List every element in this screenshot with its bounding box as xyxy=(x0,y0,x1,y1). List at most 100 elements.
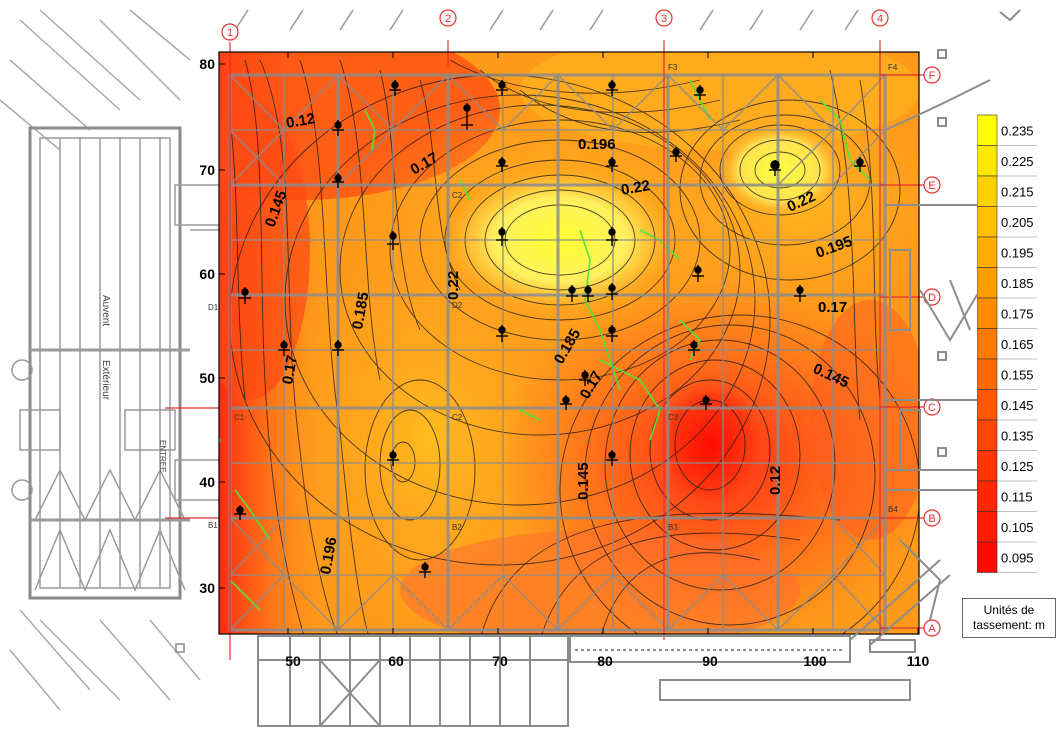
contour-label: 0.196 xyxy=(578,136,616,153)
point xyxy=(496,80,508,96)
point xyxy=(606,325,618,342)
grid-axis-a-label: A xyxy=(928,623,936,635)
cell-label: B2 xyxy=(452,523,462,532)
legend-swatch xyxy=(976,267,998,299)
point xyxy=(606,227,618,246)
building-text-entree: ENTREE xyxy=(158,440,167,472)
grid-axis-b-label: B xyxy=(928,513,935,525)
grid-axes-top-labels: 1 2 3 4 xyxy=(227,13,883,39)
legend-value-label: 0.145 xyxy=(1001,398,1034,413)
cell-labels: C2 D2 C2 B2 B3 C3 D1 C1 B1 F3 F4 B4 xyxy=(208,63,898,532)
legend-swatch xyxy=(976,450,998,482)
point xyxy=(854,157,866,172)
x-tick-100: 100 xyxy=(803,653,827,669)
red-axis-lines xyxy=(165,40,930,660)
legend-swatch xyxy=(976,297,998,329)
x-tick-80: 80 xyxy=(597,653,613,669)
x-tick-50: 50 xyxy=(285,653,301,669)
point xyxy=(688,340,700,356)
contour-label: 0.17 xyxy=(818,299,847,316)
legend-scale: 0.235 0.225 0.215 0.205 0.195 0.185 0.175 0.165… xyxy=(976,114,1037,573)
marker-box xyxy=(175,643,185,653)
legend-value-label: 0.185 xyxy=(1001,276,1034,291)
grid-axis-3-label: 3 xyxy=(661,13,667,25)
contour-label: 0.12 xyxy=(285,110,317,132)
grid-axis-d-label: D xyxy=(928,292,936,304)
y-tick-40: 40 xyxy=(199,474,215,490)
grid-axes-right-labels: F E D C B A xyxy=(928,70,936,635)
cell-label: B4 xyxy=(888,505,898,514)
x-tick-labels: 50 60 70 80 90 100 110 xyxy=(285,653,929,669)
point xyxy=(566,285,578,302)
cell-label: F4 xyxy=(888,63,898,72)
legend-swatch xyxy=(976,236,998,268)
legend-units-line2: tassement: m xyxy=(972,618,1046,632)
left-building xyxy=(0,9,221,711)
point xyxy=(332,173,344,188)
contour-label: 0.17 xyxy=(279,354,301,386)
y-tick-50: 50 xyxy=(199,370,215,386)
point xyxy=(579,370,591,386)
legend-value-label: 0.115 xyxy=(1001,489,1033,504)
point xyxy=(606,283,618,300)
legend-value-label: 0.205 xyxy=(1001,215,1034,230)
point xyxy=(582,285,594,302)
grid-axis-c-label: C xyxy=(928,402,936,414)
legend-value-label: 0.135 xyxy=(1001,428,1034,443)
contour-label: 0.22 xyxy=(620,177,652,199)
legend-swatch xyxy=(976,389,998,421)
cell-label: D1 xyxy=(208,303,219,312)
legend-value-label: 0.195 xyxy=(1001,245,1034,260)
grid-axes-right xyxy=(923,66,941,637)
point xyxy=(496,227,508,246)
legend-value-label: 0.235 xyxy=(1001,123,1034,138)
y-tick-labels: 80 70 60 50 40 30 xyxy=(199,56,215,596)
bottom-structures xyxy=(257,559,951,727)
legend-swatch xyxy=(976,511,998,543)
point xyxy=(234,505,246,520)
legend-value-label: 0.105 xyxy=(1001,520,1034,535)
point xyxy=(278,340,290,356)
contour-label: 0.196 xyxy=(317,536,340,576)
legend-swatch xyxy=(976,175,998,207)
point xyxy=(692,265,704,282)
point xyxy=(606,450,618,466)
point xyxy=(606,80,618,96)
point xyxy=(496,157,508,172)
building-text-group: Auvent Extérieur ENTREE xyxy=(100,295,167,472)
point xyxy=(694,85,706,100)
building-text-exterieur: Extérieur xyxy=(100,360,111,401)
y-tick-80: 80 xyxy=(199,56,215,72)
structural-grid-fine xyxy=(229,73,886,632)
legend-value-label: 0.155 xyxy=(1001,367,1034,382)
contour-label: 0.22 xyxy=(445,271,462,300)
axis-ticks xyxy=(219,52,919,634)
plot-frame xyxy=(218,51,920,635)
legend-value-label: 0.215 xyxy=(1001,184,1034,199)
legend-value-label: 0.165 xyxy=(1001,337,1034,352)
legend-value-label: 0.175 xyxy=(1001,306,1034,321)
point xyxy=(389,80,401,96)
grid-axis-e-label: E xyxy=(928,180,935,192)
contour-label: 0.185 xyxy=(349,291,372,331)
cell-label: B3 xyxy=(668,523,678,532)
legend-swatch xyxy=(976,480,998,512)
legend-value-label: 0.095 xyxy=(1001,550,1034,565)
point xyxy=(670,147,682,162)
legend-units-box: Unités de tassement: m xyxy=(962,598,1056,638)
legend-swatch xyxy=(976,145,998,177)
cell-label: D2 xyxy=(452,301,463,310)
point xyxy=(419,562,431,578)
legend-swatch xyxy=(976,328,998,360)
point xyxy=(700,395,712,410)
point xyxy=(332,120,344,136)
top-hatch xyxy=(234,9,859,31)
legend-value-label: 0.225 xyxy=(1001,154,1034,169)
x-tick-70: 70 xyxy=(492,653,508,669)
point xyxy=(387,231,399,250)
legend-units-line1: Unités de xyxy=(983,603,1035,617)
legend-swatch xyxy=(976,419,998,451)
legend-swatch xyxy=(976,358,998,390)
cell-label: C2 xyxy=(452,191,463,200)
